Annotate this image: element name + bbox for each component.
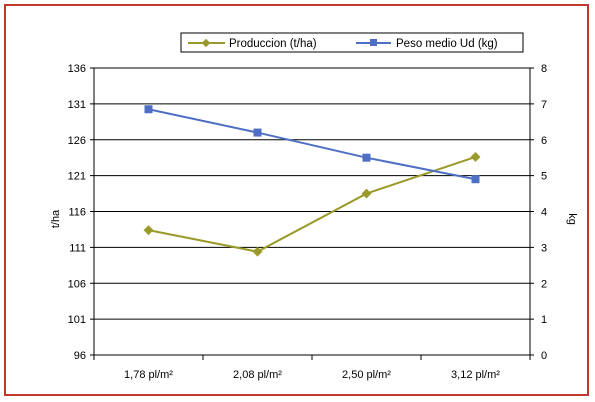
x-tick-label: 1,78 pl/m² (124, 369, 173, 381)
data-point-produccion (143, 225, 154, 236)
y2-tick-label: 8 (541, 63, 547, 75)
y-tick-label: 131 (68, 99, 86, 111)
data-point-peso (471, 175, 480, 184)
data-point-produccion (470, 152, 481, 162)
gridlines (94, 67, 530, 320)
y-tick-label: 126 (68, 135, 86, 147)
series-line-produccion (148, 156, 476, 253)
y2-tick-label: 1 (541, 314, 547, 326)
x-tick-label: 3,12 pl/m² (451, 369, 500, 381)
y-axis-label: t/ha (50, 209, 62, 228)
y2-tick-label: 7 (541, 99, 547, 111)
legend-marker-peso (370, 39, 377, 46)
y2-tick-label: 6 (541, 135, 547, 147)
y-tick-label: 96 (74, 350, 86, 362)
y2-axis-label: kg (566, 213, 578, 225)
y-tick-label: 116 (68, 207, 86, 219)
legend-label-produccion: Produccion (t/ha) (229, 38, 317, 50)
y2-tick-label: 3 (541, 242, 547, 254)
y2-tick-label: 5 (541, 171, 547, 183)
legend: Produccion (t/ha) Peso medio Ud (kg) (180, 32, 524, 53)
y2-tick-label: 4 (541, 207, 547, 219)
data-point-peso (144, 105, 153, 114)
y-tick-label: 106 (68, 278, 86, 290)
legend-box (180, 32, 524, 53)
data-point-peso (253, 128, 262, 137)
y2-tick-label: 0 (541, 350, 547, 362)
right-axis-ticks: 0 1 2 3 4 5 6 7 8 (530, 63, 547, 362)
data-point-peso (362, 153, 371, 162)
y-tick-label: 111 (69, 242, 86, 254)
legend-label-peso: Peso medio Ud (kg) (396, 38, 498, 50)
y2-tick-label: 2 (541, 278, 547, 290)
series-line-peso (148, 108, 476, 181)
y-tick-label: 101 (68, 314, 86, 326)
x-tick-label: 2,08 pl/m² (233, 369, 282, 381)
data-point-produccion (252, 246, 263, 257)
x-tick-label: 2,50 pl/m² (342, 369, 391, 381)
series-layer (143, 105, 481, 257)
y-tick-label: 136 (68, 63, 86, 75)
y-tick-label: 121 (68, 171, 86, 183)
chart-frame (4, 4, 589, 396)
left-axis-ticks: 96 101 106 111 116 121 126 131 136 (68, 63, 94, 362)
data-point-produccion (361, 188, 372, 199)
legend-marker-produccion (201, 38, 211, 48)
x-axis-ticks: 1,78 pl/m² 2,08 pl/m² 2,50 pl/m² 3,12 pl/m² (93, 355, 531, 381)
